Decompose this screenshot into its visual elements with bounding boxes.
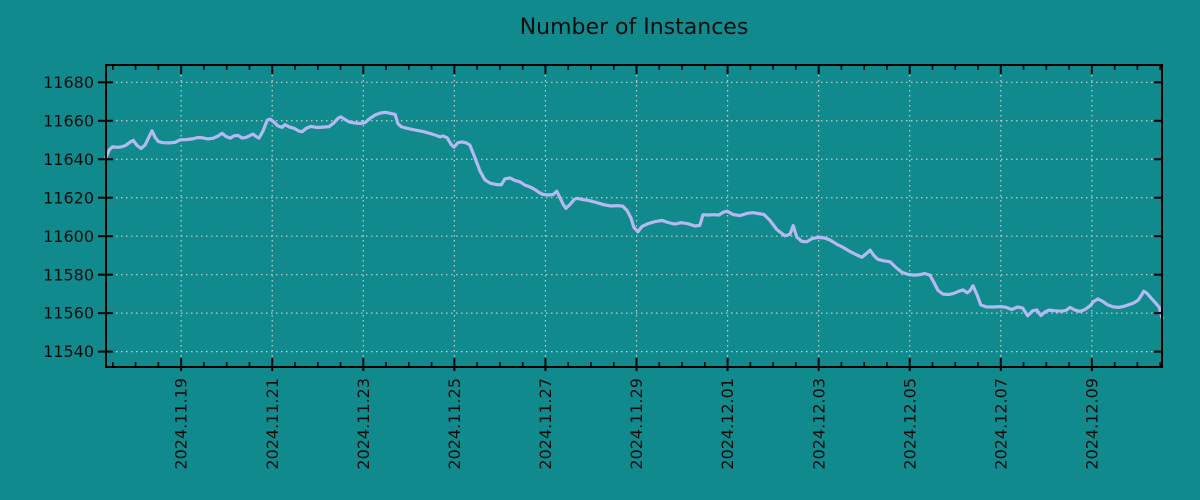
- y-tick-label: 11620: [43, 188, 94, 207]
- y-tick-label: 11540: [43, 342, 94, 361]
- x-tick-label: 2024.11.19: [172, 378, 191, 470]
- x-tick-label: 2024.12.03: [809, 378, 828, 470]
- x-tick-label: 2024.11.29: [627, 378, 646, 470]
- x-tick-label: 2024.11.21: [263, 378, 282, 470]
- chart-title: Number of Instances: [519, 15, 749, 40]
- x-tick-label: 2024.12.09: [1082, 378, 1101, 470]
- y-tick-label: 11640: [43, 150, 94, 169]
- x-tick-label: 2024.11.23: [354, 378, 373, 470]
- y-tick-label: 11680: [43, 73, 94, 92]
- x-tick-label: 2024.12.07: [991, 378, 1010, 470]
- plot-border: [105, 64, 1163, 368]
- y-tick-label: 11560: [43, 304, 94, 323]
- x-tick-label: 2024.12.01: [718, 378, 737, 470]
- y-tick-label: 11660: [43, 111, 94, 130]
- x-tick-label: 2024.11.25: [445, 378, 464, 470]
- x-tick-label: 2024.12.05: [900, 378, 919, 470]
- y-tick-label: 11580: [43, 265, 94, 284]
- y-tick-label: 11600: [43, 227, 94, 246]
- series-line: [104, 110, 1164, 320]
- x-tick-label: 2024.11.27: [536, 378, 555, 470]
